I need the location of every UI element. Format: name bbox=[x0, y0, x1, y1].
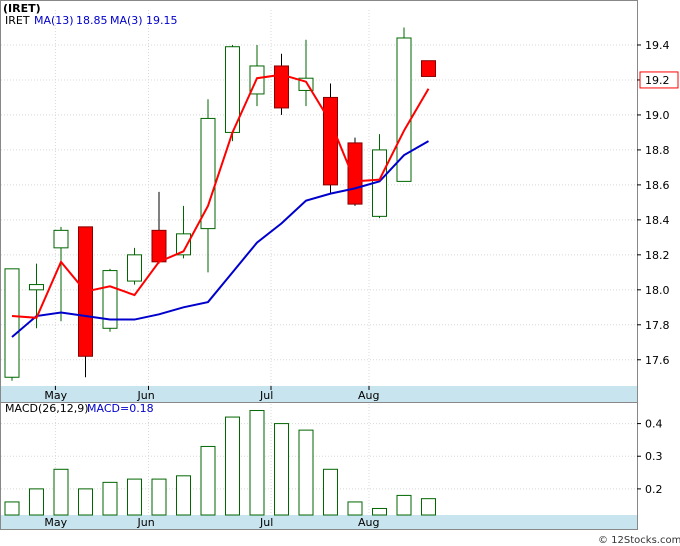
candle-body-up bbox=[200, 117, 216, 230]
macd-x-tick-label: Aug bbox=[358, 516, 379, 529]
candle-body-up bbox=[396, 37, 412, 182]
last-price-value: 19.2 bbox=[645, 74, 670, 87]
macd-bar bbox=[225, 416, 240, 516]
macd-panel-frame bbox=[0, 402, 638, 530]
candle bbox=[78, 226, 93, 378]
macd-y-tick-label: 0.4 bbox=[645, 418, 663, 431]
candles bbox=[4, 27, 436, 381]
macd-bars bbox=[4, 410, 436, 516]
legend-ma3-value: 19.15 bbox=[146, 14, 178, 27]
candle bbox=[323, 83, 338, 194]
price-y-tick-label: 19.0 bbox=[645, 109, 670, 122]
macd-value-label: MACD=0.18 bbox=[87, 402, 154, 415]
macd-bar bbox=[176, 475, 191, 516]
candle bbox=[53, 226, 69, 322]
price-y-tick-label: 18.0 bbox=[645, 284, 670, 297]
price-x-tick-label: Jul bbox=[259, 389, 273, 402]
copyright: © 12Stocks.com bbox=[598, 535, 680, 546]
legend-ma3-label: MA(3) bbox=[110, 14, 143, 27]
macd-bar bbox=[421, 498, 436, 516]
candle-body-up bbox=[127, 254, 142, 282]
candle bbox=[151, 191, 167, 264]
macd-bar bbox=[127, 478, 142, 516]
macd-grid bbox=[1, 404, 637, 515]
candle-body-down bbox=[323, 96, 338, 186]
candle bbox=[225, 44, 240, 142]
macd-bar bbox=[347, 501, 363, 516]
candle-body-up bbox=[4, 268, 20, 378]
price-x-axis-band bbox=[1, 386, 637, 402]
macd-bar bbox=[53, 468, 69, 516]
candle-body-down bbox=[274, 65, 289, 109]
macd-bar bbox=[4, 501, 20, 516]
macd-bar bbox=[102, 481, 118, 516]
macd-bar bbox=[396, 494, 412, 516]
ma3-line bbox=[11, 73, 430, 319]
price-y-tick-label: 18.4 bbox=[645, 214, 670, 227]
macd-y-axis: 0.2 0.3 0.4 bbox=[637, 418, 663, 496]
macd-y-tick-label: 0.2 bbox=[645, 483, 663, 496]
price-y-tick-label: 18.2 bbox=[645, 249, 670, 262]
price-y-tick-label: 17.6 bbox=[645, 354, 670, 367]
macd-bar bbox=[200, 445, 216, 516]
candle-body-down bbox=[151, 229, 167, 263]
macd-x-tick-label: Jul bbox=[259, 516, 273, 529]
macd-bar bbox=[274, 423, 289, 516]
price-y-tick-label: 19.4 bbox=[645, 39, 670, 52]
candle-body-down bbox=[347, 142, 363, 205]
candle bbox=[200, 99, 216, 273]
macd-bar bbox=[151, 478, 167, 516]
candle-body-up bbox=[102, 270, 118, 329]
macd-bar bbox=[323, 468, 338, 516]
candle-body-up bbox=[29, 284, 44, 291]
legend-ma13-value: 18.85 bbox=[76, 14, 108, 27]
candle-body-up bbox=[176, 233, 191, 256]
price-x-axis: May Jun Jul Aug bbox=[44, 386, 379, 402]
ma13-line bbox=[11, 140, 429, 338]
macd-x-axis-band bbox=[1, 515, 637, 529]
macd-bar bbox=[29, 488, 44, 516]
macd-bar bbox=[372, 507, 387, 516]
candle bbox=[127, 247, 142, 285]
macd-bar bbox=[249, 410, 265, 516]
macd-x-tick-label: Jun bbox=[137, 516, 155, 529]
macd-x-tick-label: May bbox=[44, 516, 67, 529]
macd-bar bbox=[78, 488, 93, 516]
price-y-tick-label: 18.8 bbox=[645, 144, 670, 157]
macd-label: MACD(26,12,9) bbox=[5, 402, 89, 415]
price-grid bbox=[1, 10, 637, 386]
candle-body-down bbox=[421, 60, 436, 77]
last-price-tag: 19.2 bbox=[639, 71, 679, 89]
macd-bar bbox=[298, 429, 314, 516]
candle bbox=[4, 268, 20, 381]
legend-ma13-label: MA(13) bbox=[34, 14, 74, 27]
candle-body-up bbox=[53, 229, 69, 249]
price-x-tick-label: Aug bbox=[358, 389, 379, 402]
legend-ticker: IRET bbox=[5, 14, 30, 27]
macd-x-axis: May Jun Jul Aug bbox=[44, 516, 379, 529]
candle bbox=[102, 268, 118, 332]
price-y-tick-label: 17.8 bbox=[645, 319, 670, 332]
candle bbox=[396, 27, 412, 182]
price-x-tick-label: Jun bbox=[137, 389, 155, 402]
price-x-tick-label: May bbox=[44, 389, 67, 402]
price-y-tick-label: 18.6 bbox=[645, 179, 670, 192]
chart-title: (IRET) bbox=[3, 2, 41, 15]
price-panel-frame bbox=[0, 0, 638, 403]
candle bbox=[421, 60, 436, 77]
price-y-axis: 17.6 17.8 18.0 18.2 18.4 18.6 18.8 19.0 19.2 19.4 bbox=[637, 39, 670, 367]
macd-y-tick-label: 0.3 bbox=[645, 450, 663, 463]
